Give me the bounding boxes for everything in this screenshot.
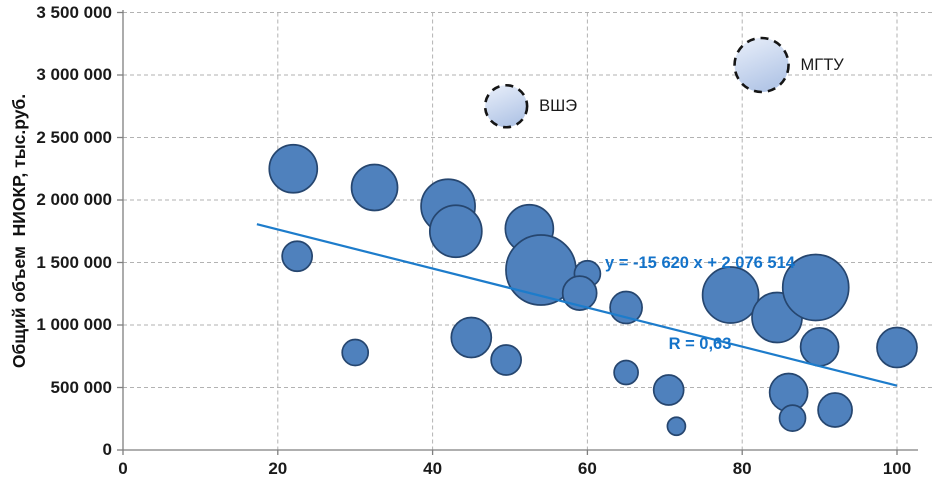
x-tick-label: 80 [732, 459, 752, 478]
highlight-bubble [483, 83, 529, 129]
data-bubble [268, 143, 319, 194]
data-bubble [652, 374, 685, 406]
x-tick-label: 100 [882, 459, 912, 478]
trendline-equation: y = -15 620 x + 2 076 514 R = 0,63 [558, 196, 842, 412]
trend-line [256, 223, 898, 387]
data-bubble [428, 204, 483, 259]
y-tick-label: 3 500 000 [36, 2, 112, 22]
data-bubble [341, 338, 370, 367]
y-tick-label: 2 500 000 [36, 127, 112, 147]
data-bubble [778, 404, 807, 432]
data-bubble [561, 275, 598, 311]
y-tick-label: 3 000 000 [36, 65, 112, 84]
data-bubble [701, 266, 760, 324]
y-tick-label: 500 000 [50, 377, 112, 397]
y-tick-label: 0 [102, 440, 112, 459]
point-label-vshe: ВШЭ [539, 97, 578, 116]
y-tick-label: 2 000 000 [36, 190, 112, 209]
point-label-mgtu: МГТУ [800, 56, 844, 74]
data-bubble [613, 359, 639, 386]
data-bubble [876, 326, 918, 369]
data-bubble [490, 344, 522, 376]
x-tick-label: 40 [423, 459, 443, 478]
data-bubble [817, 392, 853, 428]
x-tick-label: 0 [118, 459, 128, 478]
trendline-equation-line: y = -15 620 x + 2 076 514 [605, 254, 795, 272]
y-tick-label: 1 000 000 [36, 315, 112, 334]
highlight-bubble [733, 36, 790, 94]
x-tick-label: 60 [577, 459, 597, 478]
trendline-r-value: R = 0,63 [668, 335, 732, 353]
data-bubble [666, 416, 687, 437]
data-bubble [281, 240, 313, 273]
y-tick-label: 1 500 000 [36, 252, 112, 272]
data-bubble [350, 163, 399, 212]
x-tick-label: 20 [268, 459, 288, 478]
data-bubble [450, 316, 493, 359]
data-bubble [781, 253, 850, 322]
